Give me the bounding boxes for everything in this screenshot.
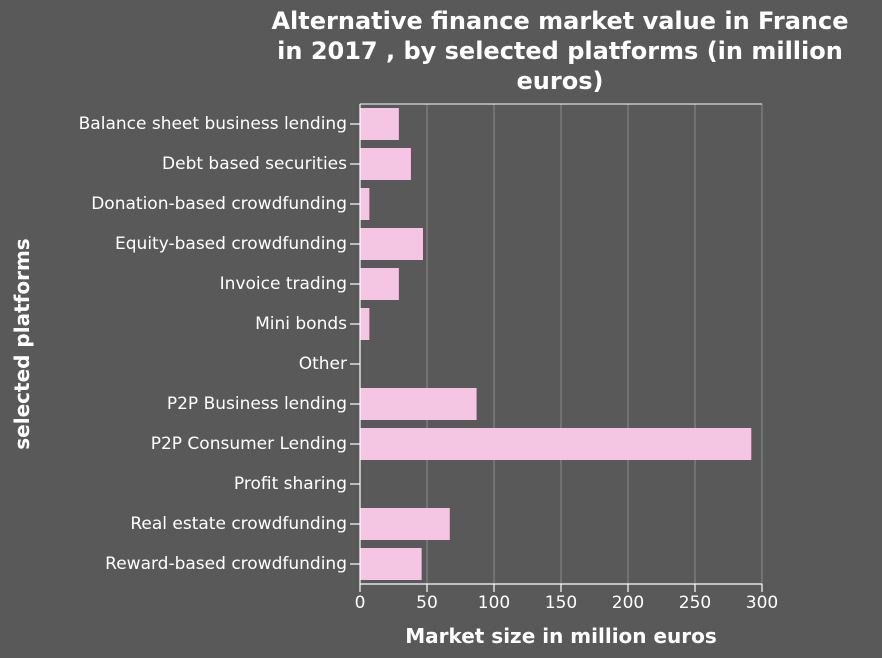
y-tick-label: Mini bonds bbox=[255, 314, 347, 334]
bar bbox=[360, 268, 399, 300]
bar bbox=[360, 428, 752, 460]
bar bbox=[360, 188, 370, 220]
x-tick-label: 300 bbox=[746, 593, 778, 613]
bar bbox=[360, 228, 423, 260]
x-axis-label: Market size in million euros bbox=[405, 624, 717, 648]
chart-title-line-3: euros) bbox=[516, 67, 604, 95]
y-tick-label: P2P Business lending bbox=[167, 394, 347, 414]
chart-title-line-2: in 2017 , by selected platforms (in mill… bbox=[277, 37, 843, 65]
x-tick-label: 0 bbox=[355, 593, 366, 613]
bar bbox=[360, 308, 370, 340]
y-tick-label: Real estate crowdfunding bbox=[130, 514, 347, 534]
y-tick-label: Donation-based crowdfunding bbox=[91, 194, 347, 214]
x-tick-label: 150 bbox=[545, 593, 577, 613]
x-tick-label: 250 bbox=[679, 593, 711, 613]
x-tick-label: 50 bbox=[416, 593, 438, 613]
y-tick-label: Balance sheet business lending bbox=[79, 114, 347, 134]
x-tick-label: 100 bbox=[478, 593, 510, 613]
y-axis-label: selected platforms bbox=[10, 238, 34, 450]
chart-title-line-1: Alternative finance market value in Fran… bbox=[271, 7, 849, 35]
y-tick-label: Profit sharing bbox=[234, 474, 347, 494]
bar bbox=[360, 108, 399, 140]
y-tick-label: Reward-based crowdfunding bbox=[105, 554, 347, 574]
bar bbox=[360, 508, 450, 540]
x-tick-label: 200 bbox=[612, 593, 644, 613]
bar bbox=[360, 388, 477, 420]
bar bbox=[360, 148, 411, 180]
y-tick-label: Debt based securities bbox=[162, 154, 347, 174]
y-tick-label: Other bbox=[299, 354, 347, 374]
y-tick-label: P2P Consumer Lending bbox=[151, 434, 347, 454]
y-tick-label: Equity-based crowdfunding bbox=[115, 234, 347, 254]
y-tick-label: Invoice trading bbox=[220, 274, 347, 294]
bar bbox=[360, 548, 422, 580]
